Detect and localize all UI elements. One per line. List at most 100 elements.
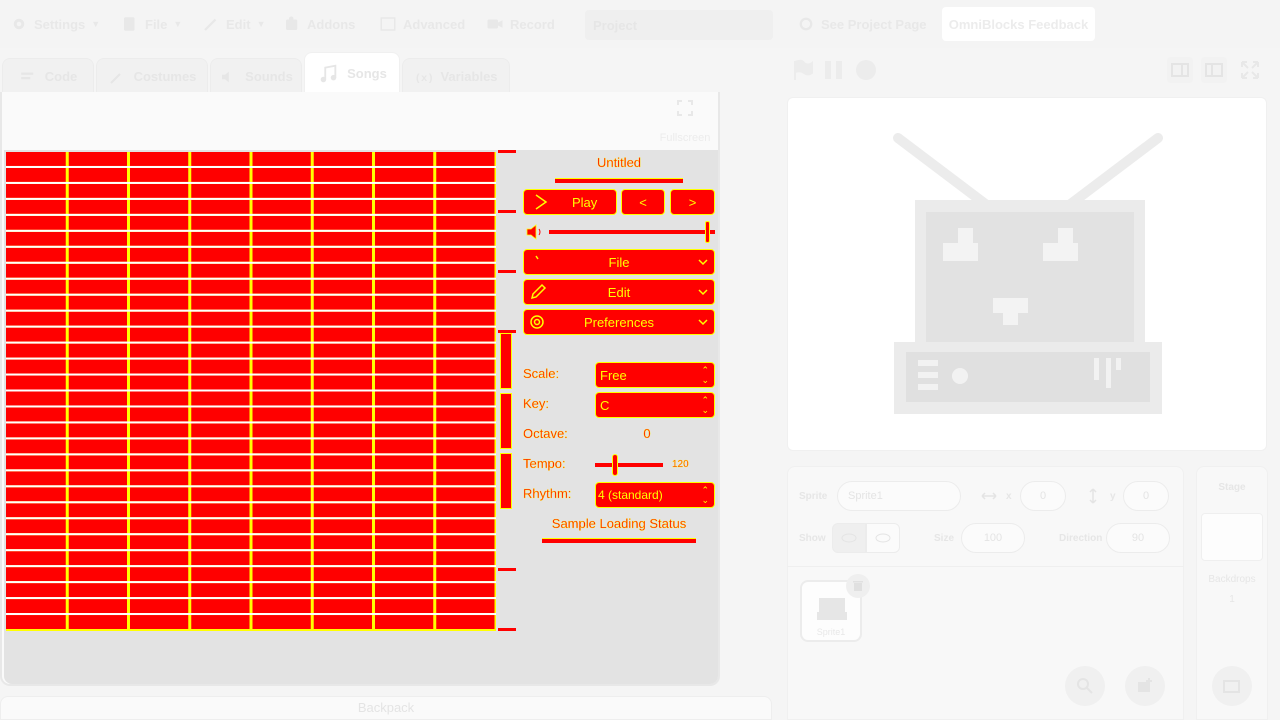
grid-cell[interactable] — [436, 327, 495, 342]
grid-cell[interactable] — [436, 279, 495, 294]
grid-cell[interactable] — [436, 471, 495, 486]
grid-cell[interactable] — [313, 359, 372, 374]
grid-cell[interactable] — [130, 535, 189, 550]
grid-cell[interactable] — [313, 247, 372, 262]
grid-cell[interactable] — [375, 487, 434, 502]
next-button[interactable]: > — [670, 189, 715, 215]
grid-cell[interactable] — [375, 391, 434, 406]
grid-cell[interactable] — [68, 295, 127, 310]
grid-cell[interactable] — [68, 152, 127, 166]
grid-cell[interactable] — [130, 199, 189, 214]
grid-cell[interactable] — [375, 375, 434, 390]
grid-cell[interactable] — [6, 599, 66, 614]
grid-cell[interactable] — [375, 295, 434, 310]
grid-cell[interactable] — [252, 359, 311, 374]
feedback-button[interactable]: OmniBlocks Feedback — [942, 7, 1095, 41]
grid-cell[interactable] — [313, 215, 372, 230]
grid-cell[interactable] — [130, 407, 189, 422]
grid-cell[interactable] — [375, 407, 434, 422]
grid-cell[interactable] — [436, 183, 495, 198]
grid-cell[interactable] — [191, 231, 250, 246]
grid-cell[interactable] — [436, 199, 495, 214]
stage-canvas[interactable] — [787, 97, 1267, 451]
grid-cell[interactable] — [436, 455, 495, 470]
fullscreen-stage-icon[interactable] — [1240, 60, 1260, 80]
volume-slider[interactable] — [549, 221, 715, 243]
grid-cell[interactable] — [375, 519, 434, 534]
grid-cell[interactable] — [375, 439, 434, 454]
grid-cell[interactable] — [375, 327, 434, 342]
grid-cell[interactable] — [252, 327, 311, 342]
note-grid[interactable] — [6, 152, 496, 631]
grid-cell[interactable] — [191, 551, 250, 566]
project-title-input[interactable] — [585, 10, 773, 40]
grid-cell[interactable] — [130, 215, 189, 230]
grid-cell[interactable] — [375, 551, 434, 566]
grid-cell[interactable] — [6, 567, 66, 582]
tab-costumes[interactable]: Costumes — [96, 58, 208, 94]
grid-cell[interactable] — [68, 407, 127, 422]
direction-input[interactable] — [1106, 523, 1170, 553]
grid-cell[interactable] — [436, 375, 495, 390]
grid-cell[interactable] — [252, 183, 311, 198]
grid-cell[interactable] — [6, 167, 66, 182]
grid-cell[interactable] — [313, 311, 372, 326]
grid-cell[interactable] — [6, 407, 66, 422]
y-position-input[interactable] — [1123, 481, 1169, 511]
grid-cell[interactable] — [6, 375, 66, 390]
delete-sprite-button[interactable] — [846, 574, 870, 598]
grid-cell[interactable] — [252, 503, 311, 518]
addons-button[interactable]: Addons — [283, 0, 355, 48]
grid-cell[interactable] — [68, 503, 127, 518]
green-flag-icon[interactable] — [792, 59, 814, 81]
grid-cell[interactable] — [6, 519, 66, 534]
grid-cell[interactable] — [130, 551, 189, 566]
grid-cell[interactable] — [313, 183, 372, 198]
grid-cell[interactable] — [252, 535, 311, 550]
grid-cell[interactable] — [375, 231, 434, 246]
grid-cell[interactable] — [436, 567, 495, 582]
settings-menu[interactable]: Settings ▼ — [10, 0, 100, 48]
grid-cell[interactable] — [375, 359, 434, 374]
grid-cell[interactable] — [252, 263, 311, 278]
grid-cell[interactable] — [191, 567, 250, 582]
grid-cell[interactable] — [436, 311, 495, 326]
grid-cell[interactable] — [375, 535, 434, 550]
grid-cell[interactable] — [252, 247, 311, 262]
grid-cell[interactable] — [436, 247, 495, 262]
grid-cell[interactable] — [375, 215, 434, 230]
grid-cell[interactable] — [68, 487, 127, 502]
grid-cell[interactable] — [6, 471, 66, 486]
grid-cell[interactable] — [375, 152, 434, 166]
grid-cell[interactable] — [436, 152, 495, 166]
grid-cell[interactable] — [436, 407, 495, 422]
sprite-name-input[interactable] — [837, 481, 961, 511]
grid-cell[interactable] — [130, 423, 189, 438]
grid-cell[interactable] — [6, 583, 66, 598]
file-menu-dropdown[interactable]: File — [523, 249, 715, 275]
grid-cell[interactable] — [252, 487, 311, 502]
grid-cell[interactable] — [130, 599, 189, 614]
grid-cell[interactable] — [130, 295, 189, 310]
grid-cell[interactable] — [375, 455, 434, 470]
grid-cell[interactable] — [6, 615, 66, 629]
tempo-slider-knob[interactable] — [611, 454, 618, 476]
grid-cell[interactable] — [68, 247, 127, 262]
search-sprite-button[interactable] — [1065, 666, 1105, 706]
grid-cell[interactable] — [436, 167, 495, 182]
grid-cell[interactable] — [313, 343, 372, 358]
grid-cell[interactable] — [6, 263, 66, 278]
grid-cell[interactable] — [191, 455, 250, 470]
preferences-menu-dropdown[interactable]: Preferences — [523, 309, 715, 335]
grid-cell[interactable] — [130, 279, 189, 294]
grid-cell[interactable] — [130, 471, 189, 486]
grid-cell[interactable] — [130, 263, 189, 278]
tempo-slider[interactable] — [595, 454, 663, 476]
grid-cell[interactable] — [252, 423, 311, 438]
grid-cell[interactable] — [191, 199, 250, 214]
grid-cell[interactable] — [130, 359, 189, 374]
grid-cell[interactable] — [191, 247, 250, 262]
grid-cell[interactable] — [252, 231, 311, 246]
grid-cell[interactable] — [6, 295, 66, 310]
grid-cell[interactable] — [252, 583, 311, 598]
